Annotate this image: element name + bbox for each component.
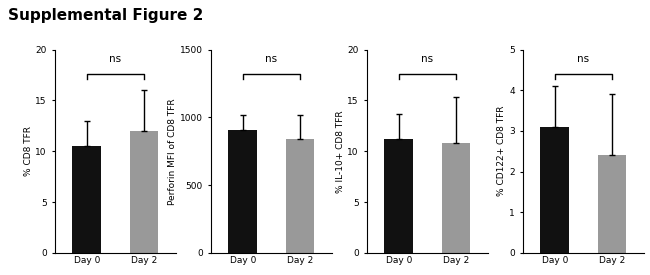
Bar <box>228 130 257 253</box>
Text: ns: ns <box>109 54 122 64</box>
Text: ns: ns <box>421 54 434 64</box>
Text: ns: ns <box>265 54 278 64</box>
Y-axis label: % CD8 TFR: % CD8 TFR <box>23 126 32 176</box>
Text: Supplemental Figure 2: Supplemental Figure 2 <box>8 8 203 23</box>
Bar <box>130 131 159 253</box>
Y-axis label: Perforin MFI of CD8 TFR: Perforin MFI of CD8 TFR <box>168 98 177 205</box>
Bar <box>442 143 471 253</box>
Bar <box>72 146 101 253</box>
Y-axis label: % CD122+ CD8 TFR: % CD122+ CD8 TFR <box>497 106 506 197</box>
Text: ns: ns <box>577 54 590 64</box>
Bar <box>540 127 569 253</box>
Bar <box>384 139 413 253</box>
Bar <box>286 139 315 253</box>
Bar <box>598 155 627 253</box>
Y-axis label: % IL-10+ CD8 TFR: % IL-10+ CD8 TFR <box>335 110 345 192</box>
